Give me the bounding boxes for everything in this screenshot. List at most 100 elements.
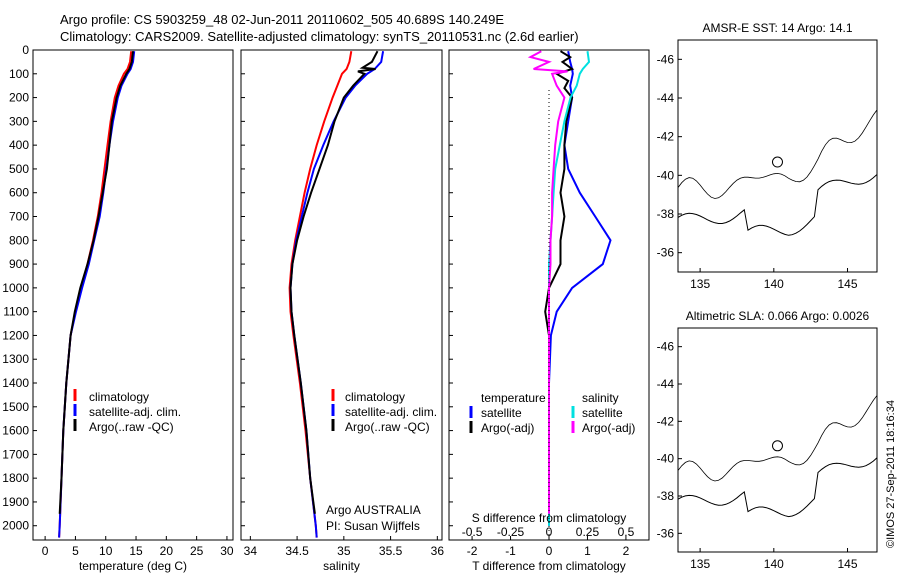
header-line-1: Argo profile: CS 5903259_48 02-Jun-2011 … <box>60 12 505 27</box>
sla_map-argo-marker <box>771 440 783 452</box>
sla_map-coastline <box>678 457 877 518</box>
temperature-ytick-label: 0 <box>22 43 29 57</box>
difference-legend-title: temperature <box>481 391 546 405</box>
sla_map-xtick-label: 135 <box>690 557 710 571</box>
difference-legend-label: satellite <box>481 406 522 420</box>
difference-xtick-label: 2 <box>623 544 630 558</box>
temperature-xtick-label: 5 <box>72 544 79 558</box>
difference-xtick-label: 0 <box>546 544 553 558</box>
salinity-panel: 34 34.5 35 35.5 36 salinity climatologysatelli… <box>241 49 445 573</box>
difference-series-0 <box>548 51 612 526</box>
difference-legend-label: satellite <box>582 406 623 420</box>
difference-frame <box>448 49 650 541</box>
temperature-ytick-label: 1600 <box>2 424 29 438</box>
temperature-ytick-label: 300 <box>9 114 29 128</box>
sla_map-field <box>678 395 877 518</box>
sst_map-panel: AMSR-E SST: 14 Argo: 14.1 -36 -38 -40 -42 -44… <box>657 21 877 291</box>
sst_map-field <box>678 109 877 236</box>
salinity-xtick-label: 35.5 <box>379 544 403 558</box>
sla_map-xtick-label: 140 <box>764 557 784 571</box>
sla_map-ytick-label: -42 <box>657 414 675 428</box>
salinity-xtick-label: 35 <box>337 544 351 558</box>
difference-xlabel: T difference from climatology <box>472 559 626 573</box>
temperature-ytick-label: 600 <box>9 186 29 200</box>
difference-series-3 <box>527 50 568 514</box>
salinity-legend-label: satellite-adj. clim. <box>345 405 437 419</box>
temperature-ytick-label: 400 <box>9 138 29 152</box>
salinity-series-2 <box>289 50 379 514</box>
sst_map-shelf-contour <box>678 109 877 199</box>
temperature-legend-label: Argo(..raw -QC) <box>89 420 174 434</box>
salinity-xtick-label: 34.5 <box>285 544 309 558</box>
temperature-ytick-label: 1800 <box>2 471 29 485</box>
difference-legend-label: Argo(-adj) <box>582 421 635 435</box>
sst_map-ytick-label: -40 <box>657 168 675 182</box>
difference-legend-label: Argo(-adj) <box>481 421 534 435</box>
temperature-ytick-label: 2000 <box>2 519 29 533</box>
salinity-legend-label: climatology <box>345 390 405 404</box>
temperature-frame <box>32 49 234 541</box>
salinity-xlabel: salinity <box>323 559 360 573</box>
temperature-ytick-label: 100 <box>9 67 29 81</box>
difference-panel: -2 -1 0 1 2T difference from climatology -0.5… <box>449 49 649 573</box>
sla_map-shelf-contour <box>678 395 877 482</box>
sla_map-title: Altimetric SLA: 0.066 Argo: 0.0026 <box>686 309 870 323</box>
temperature-ytick-label: 1400 <box>2 376 29 390</box>
sst_map-ytick-label: -44 <box>657 91 675 105</box>
temperature-ytick-label: 1100 <box>3 305 29 319</box>
difference-legend-title: salinity <box>582 391 619 405</box>
sla_map-xtick-label: 145 <box>838 557 858 571</box>
temperature-ytick-label: 900 <box>9 257 29 271</box>
temperature-xtick-label: 20 <box>160 544 174 558</box>
sst_map-coastline <box>678 174 877 236</box>
temperature-ytick-label: 700 <box>9 210 29 224</box>
salinity-annotation: Argo AUSTRALIA <box>326 503 421 517</box>
temperature-ytick-label: 1700 <box>2 447 29 461</box>
temperature-legend-label: climatology <box>89 390 149 404</box>
difference-xtick-label: 1 <box>584 544 591 558</box>
temperature-ytick-label: 500 <box>9 162 29 176</box>
sst_map-frame <box>677 39 878 273</box>
difference-xtick-label: -1 <box>505 544 516 558</box>
temperature-ytick-label: 200 <box>9 91 29 105</box>
sla_map-ytick-label: -44 <box>657 377 675 391</box>
salinity-legend-label: Argo(..raw -QC) <box>345 420 430 434</box>
salinity-xtick-label: 36 <box>431 544 445 558</box>
difference-s-tick-label: 0 <box>546 525 553 539</box>
difference-s-tick-label: -0.25 <box>497 525 525 539</box>
temperature-xtick-label: 30 <box>220 544 234 558</box>
sst_map-xtick-label: 145 <box>838 277 858 291</box>
sst_map-ytick-label: -38 <box>657 207 675 221</box>
sst_map-ytick-label: -42 <box>657 130 675 144</box>
difference-s-tick-label: -0.5 <box>462 525 483 539</box>
sla_map-ytick-label: -46 <box>657 340 675 354</box>
temperature-ytick-label: 1300 <box>2 352 29 366</box>
temperature-xtick-label: 0 <box>42 544 49 558</box>
temperature-legend-label: satellite-adj. clim. <box>89 405 181 419</box>
temperature-xlabel: temperature (deg C) <box>79 559 187 573</box>
salinity-background <box>241 50 442 540</box>
salinity-frame <box>240 49 443 541</box>
temperature-ytick-label: 1000 <box>2 281 29 295</box>
sst_map-xtick-label: 135 <box>690 277 710 291</box>
sla_map-frame <box>677 327 878 553</box>
temperature-xtick-label: 10 <box>99 544 113 558</box>
sla_map-panel: Altimetric SLA: 0.066 Argo: 0.0026 -36 -38… <box>657 309 877 571</box>
sst_map-argo-marker <box>771 156 783 168</box>
temperature-xtick-label: 15 <box>129 544 143 558</box>
temperature-xtick-label: 25 <box>190 544 204 558</box>
temperature-ytick-label: 1200 <box>2 328 29 342</box>
temperature-background <box>33 50 233 540</box>
salinity-annotation: PI: Susan Wijffels <box>326 519 420 533</box>
difference-xtick-label: -2 <box>467 544 478 558</box>
difference-top-xlabel: S difference from climatology <box>472 511 627 525</box>
temperature-series-2 <box>58 51 134 514</box>
difference-s-tick-label: 0.25 <box>576 525 600 539</box>
difference-s-tick-label: 0.5 <box>618 525 635 539</box>
sla_map-ytick-label: -36 <box>657 526 675 540</box>
sst_map-title: AMSR-E SST: 14 Argo: 14.1 <box>702 21 852 35</box>
sla_map-ytick-label: -40 <box>657 452 675 466</box>
header-line-2: Climatology: CARS2009. Satellite-adjuste… <box>60 29 579 44</box>
sla_map-ytick-label: -38 <box>657 489 675 503</box>
